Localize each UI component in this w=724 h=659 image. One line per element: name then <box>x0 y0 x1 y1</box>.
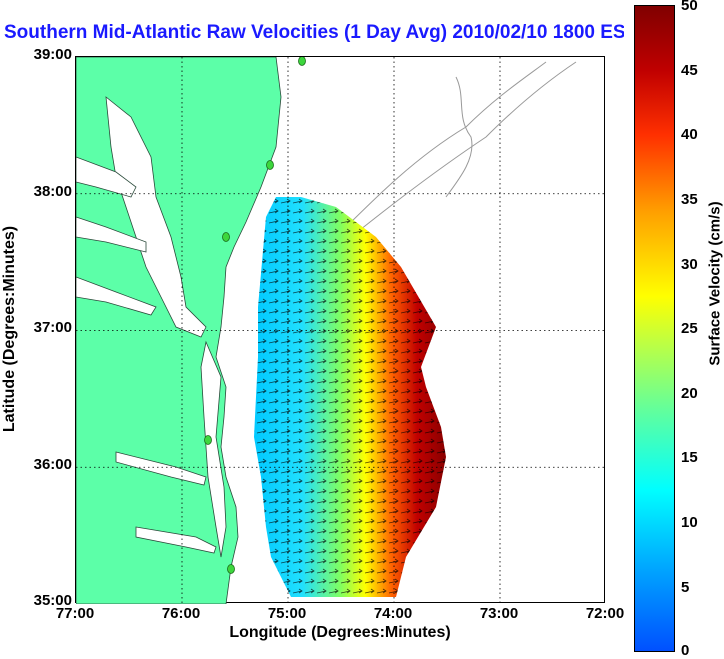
y-tick-label: 36:00 <box>33 456 72 473</box>
colorbar-label: Surface Velocity (cm/s) <box>706 201 724 366</box>
x-tick-label: 74:00 <box>373 605 413 622</box>
map-plot-area <box>75 56 606 604</box>
colorbar-tick: 30 <box>681 256 698 273</box>
colorbar-tick: 10 <box>681 514 698 531</box>
station-marker <box>222 232 230 242</box>
station-marker <box>204 435 212 445</box>
colorbar-tick: 5 <box>681 579 690 596</box>
station-marker <box>227 564 235 574</box>
y-axis-label: Latitude (Degrees:Minutes) <box>1 225 18 433</box>
y-tick-label: 37:00 <box>33 319 72 336</box>
x-tick-label: 76:00 <box>161 605 201 622</box>
station-marker <box>298 57 306 66</box>
y-tick-label: 38:00 <box>33 183 72 200</box>
x-tick-label: 72:00 <box>585 605 625 622</box>
colorbar-tick: 25 <box>681 320 698 337</box>
map-title: Southern Mid-Atlantic Raw Velocities (1 … <box>4 22 624 43</box>
colorbar-tick: 20 <box>681 385 698 402</box>
lat-lon-grid <box>76 57 606 604</box>
station-marker <box>266 160 274 170</box>
y-tick-label: 39:00 <box>33 46 72 63</box>
colorbar-tick: 35 <box>681 191 698 208</box>
x-axis-label: Longitude (Degrees:Minutes) <box>229 624 451 641</box>
colorbar-tick: 50 <box>681 0 698 14</box>
land-mass <box>76 57 282 604</box>
x-tick-label: 75:00 <box>267 605 307 622</box>
velocity-arrows <box>254 197 446 597</box>
colorbar-tick: 15 <box>681 449 698 466</box>
colorbar-tick: 45 <box>681 62 698 79</box>
chesapeake-bay <box>76 96 227 558</box>
colorbar-tick: 0 <box>681 642 690 659</box>
radar-stations <box>204 57 306 574</box>
map-canvas <box>76 57 606 604</box>
x-tick-label: 77:00 <box>55 605 95 622</box>
y-tick-label: 35:00 <box>33 592 72 609</box>
colorbar <box>634 5 675 652</box>
x-tick-label: 73:00 <box>479 605 519 622</box>
colorbar-tick: 40 <box>681 126 698 143</box>
